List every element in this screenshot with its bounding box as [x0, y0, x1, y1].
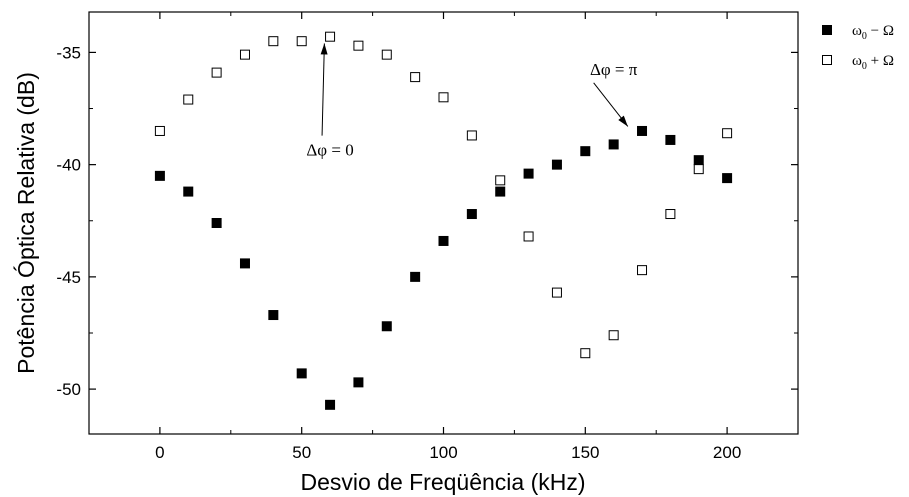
annotation-label: Δφ = π — [590, 60, 638, 79]
y-axis-label: Potência Óptica Relativa (dB) — [13, 72, 39, 374]
open-marker-point — [693, 164, 704, 175]
legend: ω0 − Ω ω0 + Ω — [822, 23, 894, 72]
open-marker-point — [665, 209, 676, 220]
open-marker-point — [495, 175, 506, 186]
open-marker-point — [608, 330, 619, 341]
filled-marker-point — [183, 186, 194, 197]
open-marker-point — [183, 94, 194, 105]
filled-marker-point — [410, 271, 421, 282]
annotation-arrow-head — [320, 43, 328, 55]
open-marker-point — [637, 265, 648, 276]
data-markers — [154, 31, 733, 410]
filled-marker-point — [637, 125, 648, 136]
filled-marker-point — [211, 218, 222, 228]
annotation-label: Δφ = 0 — [306, 141, 353, 160]
open-marker-point — [154, 125, 165, 136]
filled-marker-point — [381, 321, 392, 332]
legend-label: ω0 + Ω — [852, 53, 894, 72]
plot-frame — [88, 11, 799, 435]
filled-marker-point — [154, 170, 165, 181]
open-marker-point — [381, 49, 392, 60]
open-marker-point — [268, 36, 279, 47]
filled-marker-point — [495, 186, 506, 197]
x-tick-label: 50 — [292, 443, 311, 462]
filled-marker-point — [296, 368, 307, 379]
y-tick-label: -50 — [56, 380, 81, 399]
filled-marker-point — [608, 139, 619, 150]
filled-marker-point — [438, 235, 449, 246]
y-tick-label: -35 — [56, 43, 81, 62]
open-marker-point — [211, 67, 222, 78]
filled-marker-point — [693, 155, 704, 166]
open-marker-point — [466, 130, 477, 141]
open-marker-point — [410, 72, 421, 83]
open-marker-point — [438, 92, 449, 103]
filled-marker-point — [268, 310, 279, 321]
open-marker-point — [296, 36, 307, 47]
annotation-arrow-head — [618, 115, 628, 127]
filled-marker-point — [466, 209, 477, 220]
filled-marker-point — [665, 134, 676, 145]
open-marker-point — [722, 128, 733, 139]
filled-marker-point — [722, 173, 733, 184]
open-marker-point — [325, 31, 336, 42]
open-marker-point — [523, 231, 534, 242]
x-tick-label: 0 — [155, 443, 164, 462]
open-marker-point — [551, 287, 562, 298]
x-tick-label: 150 — [571, 443, 599, 462]
y-tick-label: -45 — [56, 268, 81, 287]
legend-marker-open — [822, 55, 832, 65]
y-tick-label: -40 — [56, 156, 81, 175]
legend-marker-filled — [822, 25, 832, 35]
open-marker-point — [239, 49, 250, 60]
x-tick-label: 200 — [713, 443, 741, 462]
filled-marker-point — [580, 146, 591, 157]
x-tick-label: 100 — [429, 443, 457, 462]
open-marker-point — [580, 348, 591, 359]
annotation-arrow-line — [321, 43, 325, 136]
filled-marker-point — [325, 399, 336, 410]
open-marker-point — [353, 40, 364, 51]
filled-marker-point — [239, 258, 250, 269]
legend-label: ω0 − Ω — [852, 23, 894, 42]
axis-ticks: 0 50 100 150 200 -35 -40 -45 -50 — [56, 12, 798, 462]
annotations: Δφ = 0 Δφ = π — [306, 43, 638, 160]
filled-marker-point — [523, 168, 534, 179]
filled-marker-point — [551, 159, 562, 170]
filled-marker-point — [353, 377, 364, 388]
x-axis-label: Desvio de Freqüência (kHz) — [300, 469, 585, 495]
